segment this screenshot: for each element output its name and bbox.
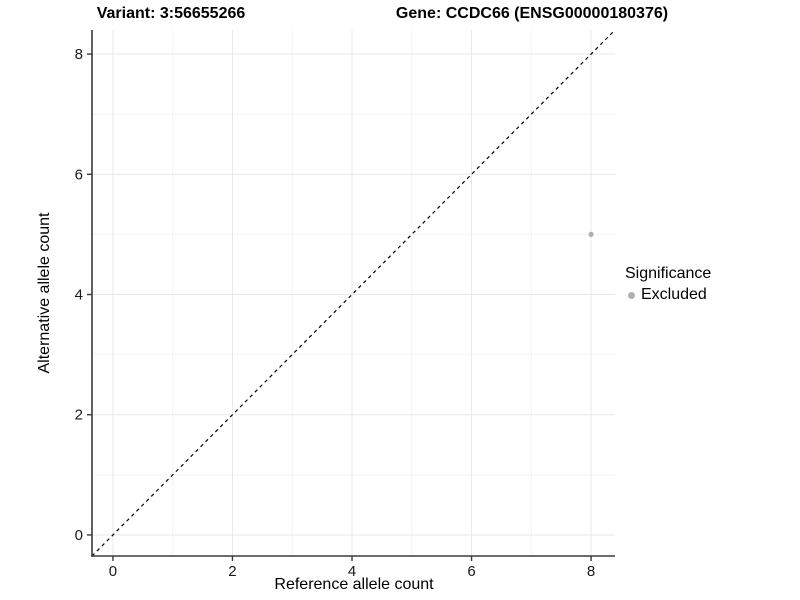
legend-point-icon <box>628 291 635 299</box>
legend-entry-label: Excluded <box>641 286 707 303</box>
y-tick-label: 8 <box>75 46 83 63</box>
y-tick-label: 6 <box>75 166 83 183</box>
y-axis-title: Alternative allele count <box>36 212 53 374</box>
legend: Significance Excluded <box>625 265 711 304</box>
x-axis-title: Reference allele count <box>274 576 434 593</box>
x-tick-label: 6 <box>467 563 475 580</box>
x-tick-label: 0 <box>109 563 117 580</box>
y-tick-label: 0 <box>75 527 83 544</box>
x-tick-label: 8 <box>587 563 595 580</box>
plot-title-variant: Variant: 3:56655266 <box>96 5 246 22</box>
identity-dashed-line <box>91 29 616 557</box>
legend-title: Significance <box>625 265 712 282</box>
legend-entry-excluded: Excluded <box>625 286 711 304</box>
x-tick-label: 2 <box>228 563 236 580</box>
data-point <box>588 231 594 237</box>
plot-title-gene: Gene: CCDC66 (ENSG00000180376) <box>395 5 669 22</box>
x-tick-label: 4 <box>348 563 356 580</box>
y-tick-label: 2 <box>75 407 83 424</box>
y-tick-label: 4 <box>75 287 83 304</box>
